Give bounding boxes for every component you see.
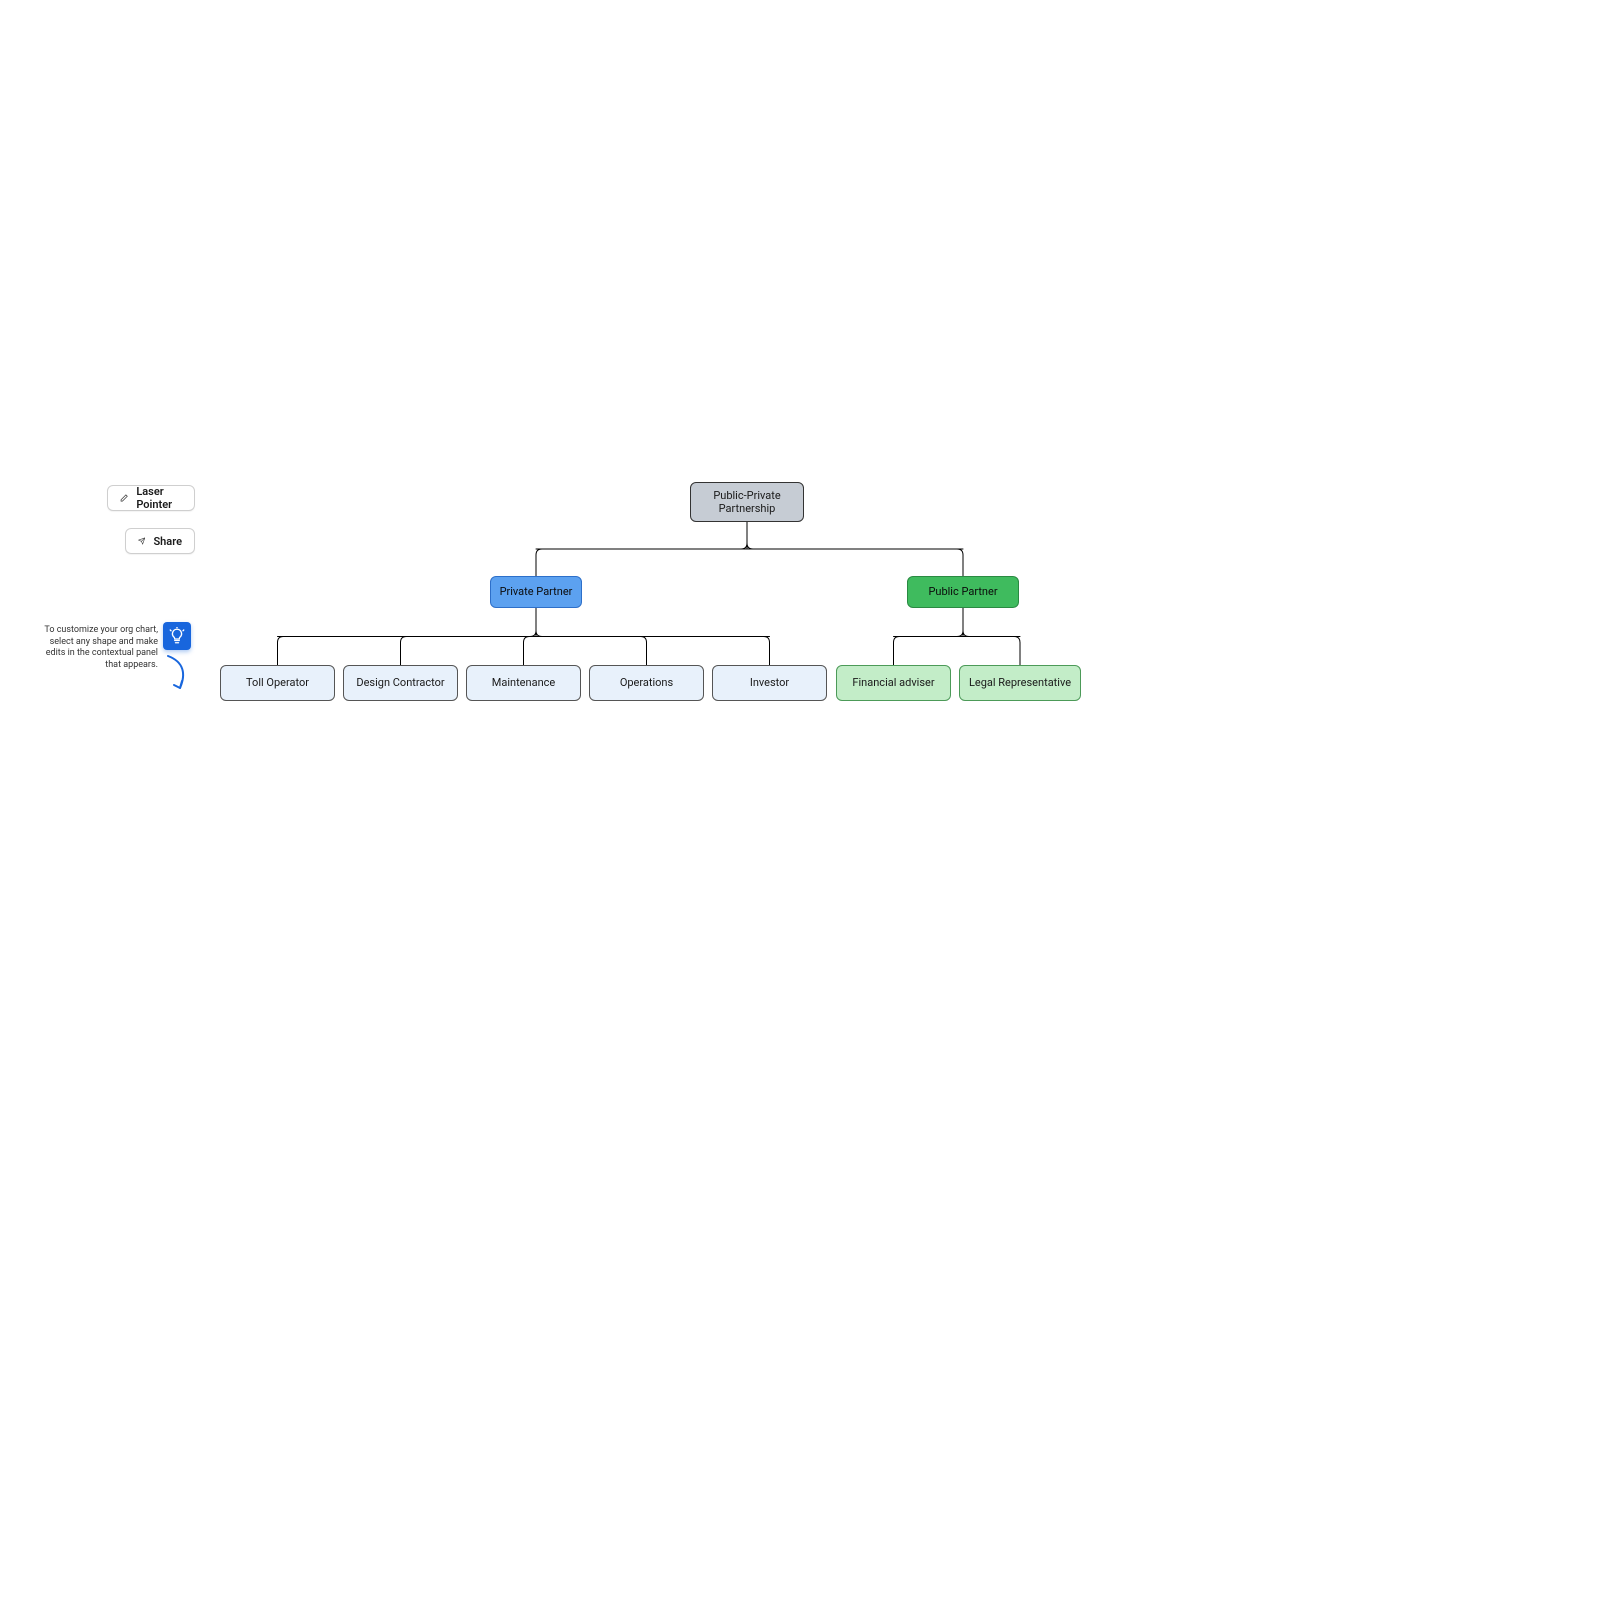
org-node-public[interactable]: Public Partner bbox=[907, 576, 1019, 608]
org-node-legal[interactable]: Legal Representative bbox=[959, 665, 1081, 701]
org-node-design[interactable]: Design Contractor bbox=[343, 665, 458, 701]
laser-pointer-button[interactable]: Laser Pointer bbox=[107, 485, 195, 511]
org-node-ops[interactable]: Operations bbox=[589, 665, 704, 701]
share-button[interactable]: Share bbox=[125, 528, 195, 554]
laser-pointer-label: Laser Pointer bbox=[136, 485, 182, 511]
share-label: Share bbox=[153, 535, 182, 548]
org-node-invest[interactable]: Investor bbox=[712, 665, 827, 701]
org-node-toll[interactable]: Toll Operator bbox=[220, 665, 335, 701]
diagram-canvas: Laser Pointer Share To customize your or… bbox=[0, 0, 1600, 1600]
org-node-private[interactable]: Private Partner bbox=[490, 576, 582, 608]
org-node-root[interactable]: Public-Private Partnership bbox=[690, 482, 804, 522]
paper-plane-icon bbox=[138, 534, 145, 548]
lightbulb-icon bbox=[163, 622, 191, 650]
org-chart-connectors bbox=[0, 0, 1600, 1600]
tip-arrow-icon bbox=[158, 652, 198, 697]
org-node-maint[interactable]: Maintenance bbox=[466, 665, 581, 701]
pencil-icon bbox=[120, 492, 128, 504]
org-node-finadv[interactable]: Financial adviser bbox=[836, 665, 951, 701]
tip-text: To customize your org chart, select any … bbox=[28, 625, 158, 672]
